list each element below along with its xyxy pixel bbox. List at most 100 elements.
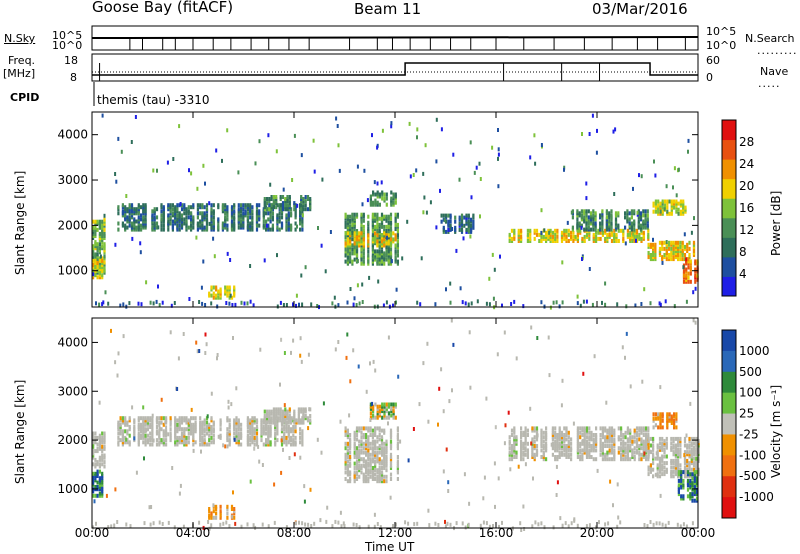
velocity-cell: [385, 459, 388, 464]
velocity-cell: [633, 450, 636, 455]
power-cell: [96, 261, 99, 265]
velocity-cell: [346, 466, 349, 470]
velocity-scatter: [319, 518, 322, 523]
power-cell: [142, 215, 145, 220]
velocity-cell: [358, 459, 361, 464]
velocity-cell: [263, 420, 266, 425]
velocity-cell: [362, 426, 365, 431]
velocity-cell: [208, 433, 211, 438]
power-nearband: [673, 304, 676, 309]
velocity-cell: [661, 412, 664, 417]
velocity-cell: [290, 435, 293, 440]
velocity-cell: [558, 441, 561, 446]
velocity-cell: [180, 431, 184, 436]
power-cell: [576, 217, 579, 222]
velocity-cell: [396, 435, 399, 440]
velocity-cell: [276, 422, 279, 427]
velocity-cell: [128, 416, 131, 421]
velocity-cell: [545, 457, 548, 462]
power-cell: [353, 247, 356, 252]
velocity-cell: [201, 422, 204, 427]
power-cell: [654, 209, 657, 214]
velocity-cell: [178, 435, 181, 440]
velocity-cell: [693, 492, 696, 497]
power-cell: [652, 242, 655, 247]
velocity-nearband: [488, 524, 491, 529]
velocity-scatter: [468, 330, 471, 335]
velocity-cell: [604, 455, 607, 459]
power-cell: [592, 209, 595, 214]
velocity-cell: [381, 415, 384, 420]
power-scatter: [221, 158, 223, 163]
power-cell: [576, 209, 579, 214]
velocity-cell: [169, 427, 172, 432]
velocity-cell: [613, 430, 616, 435]
power-scatter: [213, 254, 216, 259]
velocity-cell: [362, 463, 365, 468]
velocity-cell: [201, 435, 204, 440]
power-cell: [677, 249, 680, 253]
velocity-cell: [187, 431, 190, 436]
power-cell: [447, 223, 450, 228]
power-scatter: [157, 284, 159, 289]
power-colorbar-tick: 4: [739, 267, 747, 281]
velocity-cell: [688, 436, 691, 441]
velocity-cell: [383, 452, 386, 457]
velocity-nearband: [143, 521, 146, 526]
velocity-cell: [608, 435, 611, 440]
power-cell: [242, 213, 245, 218]
velocity-cell: [645, 441, 648, 446]
velocity-cell: [362, 433, 365, 437]
power-nearband: [664, 299, 667, 304]
velocity-nearband: [222, 521, 225, 526]
velocity-cell: [94, 449, 97, 454]
velocity-cell: [270, 420, 273, 425]
velocity-cell: [556, 437, 559, 442]
velocity-cell: [126, 438, 129, 443]
velocity-cell: [285, 425, 288, 429]
power-cell: [580, 223, 583, 228]
power-scatter: [455, 248, 458, 253]
velocity-cell: [265, 427, 268, 432]
power-cell: [121, 203, 124, 208]
velocity-cell: [295, 420, 298, 425]
velocity-cell: [302, 416, 305, 421]
power-cell: [694, 267, 697, 272]
power-cell: [301, 215, 304, 220]
velocity-scatter: [288, 456, 291, 460]
velocity-cell: [253, 420, 256, 425]
velocity-cell: [672, 452, 675, 457]
power-cell: [565, 234, 568, 239]
velocity-cell: [201, 425, 204, 429]
velocity-cell: [647, 433, 650, 437]
velocity-cell: [679, 463, 682, 468]
velocity-cell: [355, 472, 359, 477]
velocity-cell: [374, 450, 377, 455]
power-cell: [360, 257, 363, 262]
velocity-scatter: [641, 379, 644, 384]
velocity-scatter: [303, 484, 306, 489]
velocity-cell: [360, 466, 363, 470]
velocity-cell: [119, 431, 122, 436]
velocity-cell: [355, 459, 359, 464]
power-cell: [304, 207, 307, 212]
velocity-cell: [579, 444, 582, 448]
velocity-cell: [155, 431, 159, 436]
velocity-cell: [683, 458, 687, 463]
velocity-cell: [142, 427, 145, 432]
power-cell: [94, 219, 97, 224]
velocity-cell: [355, 452, 359, 457]
power-cell: [594, 223, 597, 228]
velocity-scatter: [655, 451, 658, 456]
velocity-nearband: [643, 523, 646, 527]
velocity-cell: [565, 433, 568, 437]
velocity-cell: [274, 440, 277, 445]
velocity-cell: [693, 498, 696, 503]
velocity-cell: [119, 416, 122, 421]
velocity-cell: [92, 442, 95, 447]
power-cell: [266, 197, 269, 201]
power-nearband: [585, 299, 588, 304]
power-cell: [174, 219, 177, 224]
velocity-cell: [540, 430, 543, 435]
velocity-cell: [540, 439, 543, 444]
